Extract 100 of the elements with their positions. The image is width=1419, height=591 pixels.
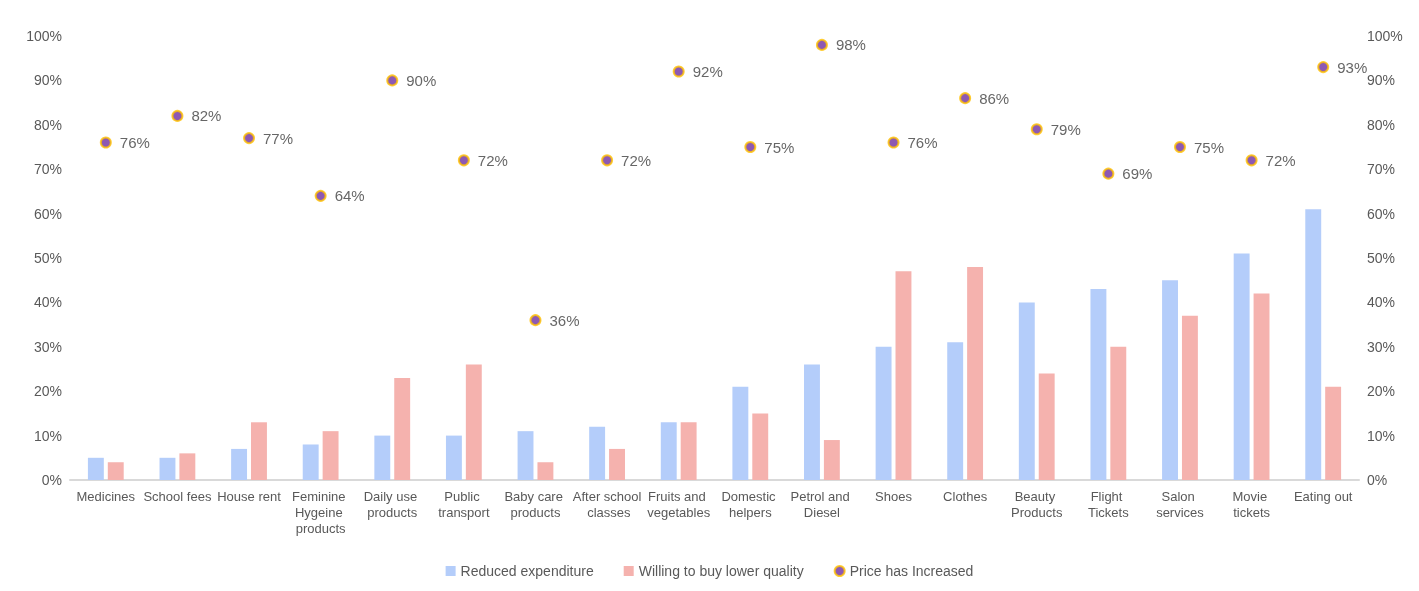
y2-tick-label: 60%: [1367, 205, 1396, 222]
data-label: 79%: [1050, 120, 1081, 138]
bar: [732, 386, 749, 480]
point: [887, 136, 900, 149]
y-tick-label: 50%: [33, 250, 62, 266]
y2-tick-label: 100%: [1367, 28, 1403, 44]
data-label: 77%: [263, 129, 294, 147]
bar: [374, 435, 391, 480]
bar: [752, 413, 769, 480]
data-label: 82%: [191, 107, 222, 125]
bar: [302, 444, 319, 480]
point: [529, 314, 542, 327]
x-tick-label: Eating out: [1293, 488, 1353, 504]
x-tick-label: Feminine Hygeine products: [292, 488, 350, 536]
y-tick-label: 70%: [33, 161, 62, 178]
x-tick-label: Baby care products: [504, 488, 567, 520]
x-tick-label: School fees: [143, 488, 212, 504]
bar: [1181, 315, 1198, 480]
data-label: 64%: [334, 187, 365, 205]
y-tick-label: 60%: [33, 205, 62, 222]
data-label: 92%: [692, 63, 723, 81]
point: [314, 189, 327, 202]
bar: [589, 426, 606, 480]
data-label: 75%: [764, 138, 795, 156]
x-tick-label: Salon services: [1156, 488, 1205, 520]
data-label: 90%: [406, 71, 437, 89]
data-label: 72%: [1265, 151, 1296, 169]
data-label: 69%: [1122, 165, 1153, 183]
bar: [445, 435, 462, 480]
point: [601, 154, 614, 167]
legend-label: Price has Increased: [849, 563, 974, 579]
x-tick-label: Daily use products: [363, 488, 421, 520]
bar: [1162, 280, 1178, 480]
bar: [895, 271, 912, 480]
x-tick-label: Domestic helpers: [721, 488, 780, 520]
x-tick-label: Petrol and Diesel: [790, 488, 854, 520]
x-tick-label: Shoes: [875, 488, 913, 504]
bar: [87, 457, 104, 480]
bar: [1018, 302, 1035, 480]
data-label: 76%: [119, 134, 150, 152]
bar: [1090, 289, 1107, 480]
point: [959, 92, 972, 105]
x-tick-label: Clothes: [943, 488, 988, 504]
bar: [1110, 346, 1127, 480]
x-tick-label: Public transport: [438, 488, 490, 520]
x-tick-label: Flight Tickets: [1088, 488, 1130, 520]
y-tick-label: 20%: [33, 383, 62, 400]
point: [1245, 154, 1258, 167]
point: [1102, 167, 1115, 180]
bar: [875, 346, 892, 480]
bar: [517, 431, 534, 480]
data-label: 75%: [1193, 138, 1224, 156]
y2-tick-label: 50%: [1367, 250, 1396, 266]
data-label: 36%: [549, 311, 580, 329]
y2-tick-label: 10%: [1367, 427, 1396, 444]
point: [815, 38, 828, 51]
x-tick-label: Fruits and vegetables: [647, 488, 711, 520]
bar: [1253, 293, 1270, 480]
data-label: 98%: [835, 36, 866, 54]
bar: [967, 266, 984, 480]
x-tick-label: Movie tickets: [1232, 488, 1271, 520]
y2-tick-label: 0%: [1367, 472, 1388, 488]
y2-tick-label: 30%: [1367, 338, 1396, 355]
bar: [804, 364, 820, 480]
y-tick-label: 30%: [33, 338, 62, 355]
x-tick-label: After school classes: [572, 488, 642, 520]
point: [171, 109, 184, 122]
y2-tick-label: 90%: [1367, 72, 1396, 89]
point: [1030, 123, 1043, 136]
bar: [1233, 253, 1250, 480]
data-label: 76%: [907, 134, 938, 152]
bar: [1325, 386, 1342, 480]
data-label: 93%: [1337, 58, 1368, 76]
bar: [680, 422, 697, 480]
bar: [251, 422, 267, 480]
y2-tick-label: 70%: [1367, 161, 1396, 178]
y2-tick-label: 40%: [1367, 294, 1396, 311]
point: [1317, 61, 1330, 74]
bar: [465, 364, 482, 480]
point: [672, 65, 685, 78]
bar: [394, 377, 411, 480]
point: [243, 132, 256, 145]
data-label: 72%: [477, 151, 508, 169]
bar: [1038, 373, 1055, 480]
bar: [1305, 209, 1322, 480]
bar: [947, 342, 964, 480]
data-label: 72%: [621, 151, 652, 169]
bar: [609, 448, 625, 480]
x-tick-label: Beauty Products: [1011, 488, 1063, 520]
bar: [660, 422, 677, 480]
x-tick-label: Medicines: [76, 488, 136, 504]
bar: [159, 457, 176, 480]
y-tick-label: 40%: [33, 294, 62, 311]
bar: [322, 431, 339, 480]
bar: [537, 462, 554, 480]
x-tick-label: House rent: [217, 488, 282, 504]
point: [457, 154, 470, 167]
y-tick-label: 0%: [41, 472, 62, 488]
point: [99, 136, 112, 149]
data-label: 86%: [979, 89, 1010, 107]
